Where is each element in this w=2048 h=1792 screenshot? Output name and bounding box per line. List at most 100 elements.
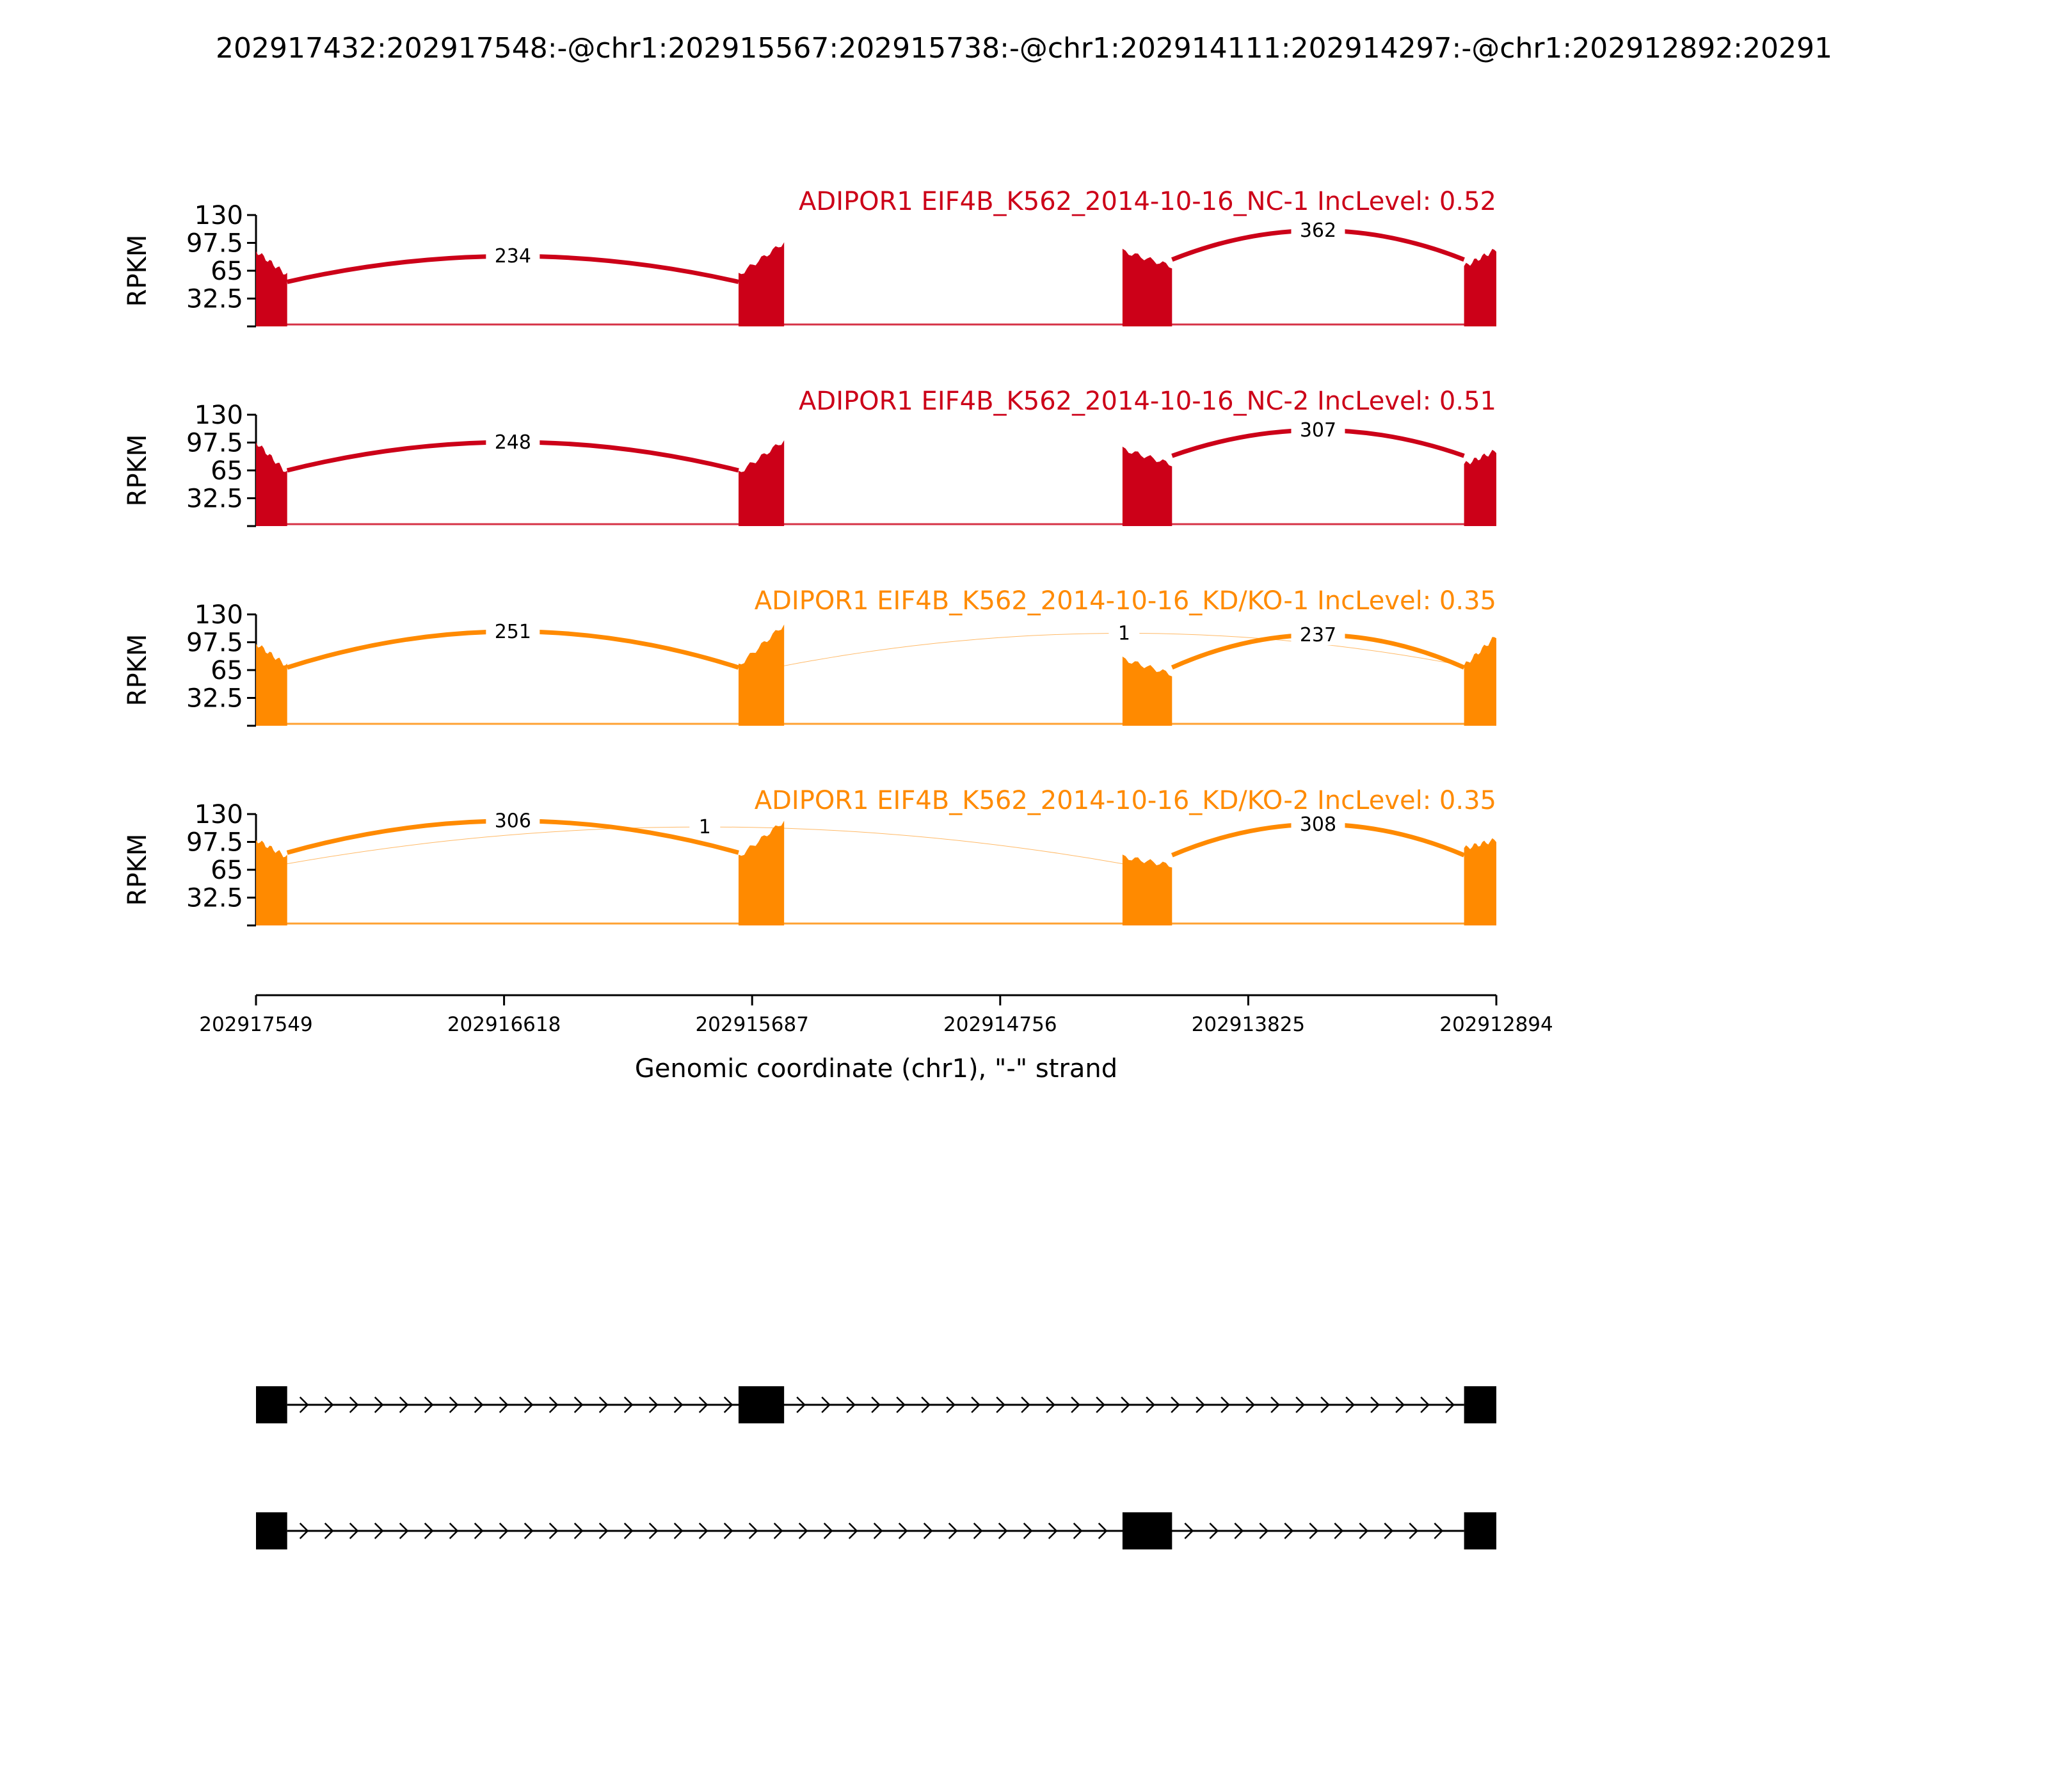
strand-arrow: [1209, 1523, 1219, 1539]
y-tick-label: 32.5: [186, 484, 243, 514]
y-tick-label: 32.5: [186, 884, 243, 913]
strand-arrow: [1384, 1523, 1394, 1539]
isoform-track: [256, 1386, 1496, 1549]
strand-arrow: [846, 1396, 856, 1413]
strand-arrow: [921, 1396, 931, 1413]
strand-arrow: [1295, 1396, 1305, 1413]
strand-arrow: [648, 1523, 659, 1539]
junction-label-bg: [1291, 812, 1345, 835]
panel-title: ADIPOR1 EIF4B_K562_2014-10-16_NC-1 IncLe…: [799, 187, 1496, 216]
strand-arrow: [923, 1523, 933, 1539]
strand-arrow: [524, 1396, 534, 1413]
y-tick-label: 97.5: [186, 229, 243, 259]
strand-arrow: [548, 1523, 559, 1539]
exon-coverage: [1122, 854, 1172, 925]
exon-coverage: [256, 643, 287, 726]
junction-label-bg: [486, 243, 540, 267]
junction-count-label: 362: [1300, 220, 1336, 242]
strand-arrow: [1234, 1523, 1244, 1539]
exon-coverage: [1122, 248, 1172, 326]
junction-label-bg: [1108, 620, 1140, 644]
strand-arrow: [848, 1523, 858, 1539]
x-tick-label: 202913825: [1192, 1013, 1306, 1036]
strand-arrow: [948, 1523, 958, 1539]
x-axis-label: Genomic coordinate (chr1), "-" strand: [635, 1054, 1117, 1084]
strand-arrow: [896, 1396, 906, 1413]
strand-arrow: [973, 1523, 983, 1539]
x-tick-label: 202912894: [1439, 1013, 1553, 1036]
x-tick-label: 202917549: [199, 1013, 313, 1036]
strand-arrow: [1420, 1396, 1430, 1413]
strand-arrow: [598, 1396, 609, 1413]
exon-block: [1122, 1512, 1172, 1549]
strand-arrow: [299, 1396, 309, 1413]
junction-label-bg: [689, 814, 721, 838]
junction-count-label: 237: [1300, 624, 1336, 646]
exon-coverage: [1464, 637, 1496, 726]
strand-arrow: [648, 1396, 659, 1413]
panel-title: ADIPOR1 EIF4B_K562_2014-10-16_NC-2 IncLe…: [799, 387, 1496, 416]
exon-block: [1464, 1512, 1496, 1549]
junction-count-label: 308: [1300, 813, 1336, 836]
strand-arrow: [821, 1396, 831, 1413]
strand-arrow: [573, 1396, 584, 1413]
y-tick-label: 97.5: [186, 429, 243, 458]
junction-label-bg: [1291, 622, 1345, 646]
strand-arrow: [871, 1396, 881, 1413]
strand-arrow: [1409, 1523, 1419, 1539]
junction-count-label: 251: [495, 621, 531, 643]
strand-arrow: [424, 1396, 434, 1413]
strand-arrow: [873, 1523, 883, 1539]
strand-arrow: [946, 1396, 956, 1413]
junction-count-label: 1: [699, 816, 711, 838]
strand-arrow: [1146, 1396, 1155, 1413]
y-tick-label: 130: [195, 800, 243, 829]
strand-arrow: [474, 1523, 484, 1539]
strand-arrow: [723, 1523, 733, 1539]
strand-arrow: [324, 1396, 334, 1413]
strand-arrow: [374, 1396, 384, 1413]
junction-count-label: 307: [1300, 419, 1336, 442]
strand-arrow: [299, 1523, 309, 1539]
strand-arrow: [1334, 1523, 1344, 1539]
exon-coverage: [256, 840, 287, 925]
y-tick-label: 65: [211, 257, 243, 286]
y-tick-label: 32.5: [186, 285, 243, 314]
strand-arrow: [773, 1523, 783, 1539]
y-tick-label: 32.5: [186, 684, 243, 714]
isoform-row: [256, 1386, 1496, 1423]
strand-arrow: [1046, 1396, 1055, 1413]
strand-arrow: [1309, 1523, 1319, 1539]
x-tick-label: 202914756: [943, 1013, 1057, 1036]
strand-arrow: [524, 1523, 534, 1539]
exon-coverage: [1464, 248, 1496, 326]
junction-label-bg: [486, 429, 540, 452]
strand-arrow: [673, 1396, 684, 1413]
strand-arrow: [623, 1396, 634, 1413]
strand-arrow: [1073, 1523, 1083, 1539]
junction-label-bg: [1291, 218, 1345, 241]
junction-label-bg: [1291, 417, 1345, 441]
exon-block: [738, 1386, 785, 1423]
y-tick-label: 130: [195, 401, 243, 430]
exon-coverage: [738, 440, 785, 526]
strand-arrow: [1370, 1396, 1380, 1413]
strand-arrow: [1270, 1396, 1280, 1413]
strand-arrow: [324, 1523, 334, 1539]
strand-arrow: [499, 1523, 509, 1539]
exon-coverage: [738, 820, 785, 925]
junction-label-bg: [486, 618, 540, 642]
strand-arrow: [723, 1396, 733, 1413]
exon-block: [1464, 1386, 1496, 1423]
y-tick-label: 65: [211, 656, 243, 685]
strand-arrow: [1196, 1396, 1205, 1413]
y-axis-label: RPKM: [123, 834, 152, 906]
strand-arrow: [1071, 1396, 1080, 1413]
y-tick-label: 130: [195, 600, 243, 630]
chart-title: 202917432:202917548:-@chr1:202915567:202…: [216, 32, 1832, 65]
strand-arrow: [1445, 1396, 1455, 1413]
